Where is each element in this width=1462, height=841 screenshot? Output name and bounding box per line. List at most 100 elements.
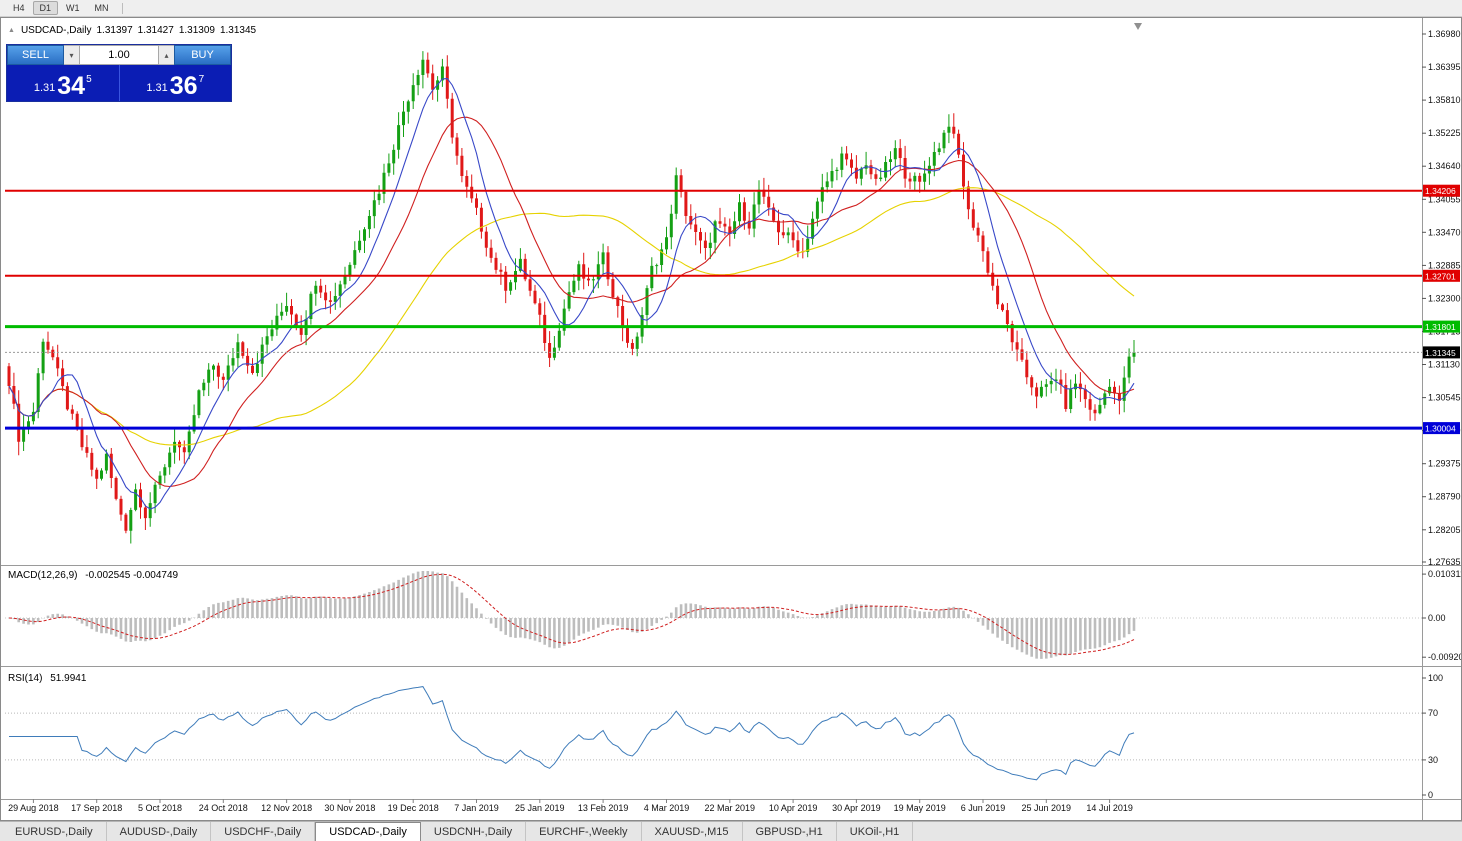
- date-label: 24 Oct 2018: [199, 803, 248, 813]
- price-tag: [1423, 422, 1460, 435]
- date-label: 22 Mar 2019: [705, 803, 756, 813]
- price-scale-label: 1.36395: [1428, 62, 1461, 72]
- sell-button[interactable]: SELL: [7, 45, 64, 65]
- price-scale-label: 1.29375: [1428, 459, 1461, 469]
- chart-tab-usdcnh[interactable]: USDCNH-,Daily: [420, 822, 527, 841]
- volume-increase-button[interactable]: ▴: [159, 45, 174, 65]
- buy-price-point: 7: [198, 74, 205, 85]
- rsi-scale-label: 0: [1428, 790, 1433, 800]
- price-scale-label: 1.35225: [1428, 128, 1461, 138]
- price-tag: [1423, 184, 1460, 197]
- candlesticks: [7, 51, 1136, 544]
- trade-controls-row: SELL ▾ ▴ BUY: [7, 45, 231, 65]
- date-label: 29 Aug 2018: [8, 803, 59, 813]
- chart-tab-gbpusd[interactable]: GBPUSD-,H1: [742, 822, 837, 841]
- macd-scale-label: 0.010311: [1428, 569, 1461, 579]
- price-chart-canvas[interactable]: 1.36980 1.36395 1.35810 1.35225 1.34640 1.340…: [1, 18, 1461, 820]
- panel-separators: [1, 18, 1461, 820]
- trade-prices-row: 1.31 34 5 1.31 36 7: [7, 65, 231, 101]
- toolbar-separator: [121, 2, 123, 14]
- macd-scale-label: 0.00: [1428, 613, 1446, 623]
- price-scale-label: 1.34055: [1428, 194, 1461, 204]
- price-tag: [1423, 346, 1460, 359]
- ma-line-8: [8, 78, 1135, 510]
- chart-tab-usdchf[interactable]: USDCHF-,Daily: [211, 822, 316, 841]
- date-label: 14 Jul 2019: [1086, 803, 1133, 813]
- chart-tab-bar: EURUSD-,Daily AUDUSD-,Daily USDCHF-,Daily U…: [0, 821, 1462, 841]
- macd-values: -0.002545 -0.004749: [85, 570, 179, 581]
- price-scale-label: 1.32885: [1428, 260, 1461, 270]
- price-scale-label: 1.31130: [1428, 360, 1460, 370]
- date-label: 4 Mar 2019: [644, 803, 690, 813]
- price-scale-label: 1.32300: [1428, 293, 1461, 303]
- volume-input[interactable]: [79, 45, 159, 65]
- macd-indicator: [5, 571, 1422, 659]
- chart-high-value: 1.31427: [137, 25, 174, 36]
- date-label: 25 Jan 2019: [515, 803, 565, 813]
- price-scale-label: 1.27635: [1428, 557, 1461, 567]
- timeframe-button-d1[interactable]: D1: [32, 1, 59, 15]
- moving-averages: [8, 78, 1135, 510]
- sell-price-pips: 34: [57, 71, 86, 100]
- macd-name: MACD(12,26,9): [8, 570, 78, 581]
- timeframe-button-w1[interactable]: W1: [66, 3, 80, 13]
- price-tag: [1423, 269, 1460, 282]
- chart-tab-xauusd[interactable]: XAUUSD-,M15: [641, 822, 743, 841]
- macd-histogram: [12, 571, 1136, 659]
- chart-close-value: 1.31345: [219, 25, 257, 36]
- price-scale-label: 1.28205: [1428, 525, 1461, 535]
- chart-tab-audusd[interactable]: AUDUSD-,Daily: [106, 822, 212, 841]
- date-label: 25 Jun 2019: [1022, 803, 1072, 813]
- date-label: 30 Apr 2019: [832, 803, 881, 813]
- date-label: 12 Nov 2018: [261, 803, 312, 813]
- rsi-scale-label: 100: [1428, 673, 1443, 683]
- rsi-scale-label: 70: [1428, 708, 1438, 718]
- date-label: 13 Feb 2019: [578, 803, 629, 813]
- date-label: 10 Apr 2019: [769, 803, 818, 813]
- price-scale-label: 1.36980: [1428, 29, 1461, 39]
- macd-signal-line: [8, 573, 1135, 655]
- date-label: 5 Oct 2018: [138, 803, 182, 813]
- ma-line-18: [8, 116, 1135, 488]
- price-tag-value: 1.34206: [1425, 186, 1456, 196]
- one-click-collapse-icon[interactable]: ▲: [8, 27, 15, 34]
- rsi-scale-label: 30: [1428, 755, 1438, 765]
- chart-tab-usdcad[interactable]: USDCAD-,Daily: [315, 822, 421, 841]
- rsi-indicator: [5, 686, 1422, 781]
- macd-scale-label: -0.009203: [1428, 652, 1461, 662]
- ma-line-50: [8, 187, 1135, 446]
- chart-tab-ukoil[interactable]: UKOil-,H1: [836, 822, 914, 841]
- price-tag: [1423, 320, 1460, 333]
- macd-label: MACD(12,26,9) -0.002545 -0.004749: [8, 570, 183, 581]
- one-click-trading-panel: SELL ▾ ▴ BUY 1.31 34 5 1.31 36 7: [6, 44, 232, 102]
- timeframe-buttons: H4 D1 W1 MN: [6, 1, 117, 15]
- chart-low-value: 1.31309: [178, 25, 215, 36]
- rsi-name: RSI(14): [8, 673, 43, 684]
- sell-price[interactable]: 1.31 34 5: [7, 65, 120, 101]
- timeframe-button-h4[interactable]: H4: [13, 3, 25, 13]
- price-scale[interactable]: 1.36980 1.36395 1.35810 1.35225 1.34640 1.340…: [1422, 29, 1461, 800]
- buy-price[interactable]: 1.31 36 7: [120, 65, 232, 101]
- buy-button[interactable]: BUY: [174, 45, 231, 65]
- date-label: 19 May 2019: [894, 803, 946, 813]
- rsi-label: RSI(14) 51.9941: [8, 673, 91, 684]
- price-scale-label: 1.30545: [1428, 393, 1461, 403]
- price-tag-value: 1.31345: [1425, 348, 1456, 358]
- buy-price-whole: 1.31: [146, 82, 168, 94]
- chart-shift-marker[interactable]: [1134, 23, 1142, 30]
- volume-decrease-button[interactable]: ▾: [64, 45, 79, 65]
- date-axis[interactable]: 29 Aug 2018 17 Sep 2018 5 Oct 2018 24 Oct 2…: [8, 799, 1133, 813]
- price-tag-value: 1.31801: [1425, 322, 1456, 332]
- timeframe-button-mn[interactable]: MN: [94, 3, 109, 13]
- chart-window: 1.36980 1.36395 1.35810 1.35225 1.34640 1.340…: [0, 17, 1462, 821]
- chart-symbol-label: USDCAD-,Daily: [20, 25, 92, 36]
- chart-tab-eurchf[interactable]: EURCHF-,Weekly: [526, 822, 642, 841]
- chart-title: ▲ USDCAD-,Daily 1.31397 1.31427 1.31309 …: [8, 25, 256, 36]
- rsi-line: [9, 686, 1135, 781]
- chart-tab-eurusd[interactable]: EURUSD-,Daily: [2, 822, 107, 841]
- sell-price-whole: 1.31: [33, 82, 56, 94]
- chart-open-value: 1.31397: [96, 25, 133, 36]
- date-label: 6 Jun 2019: [961, 803, 1006, 813]
- date-label: 7 Jan 2019: [454, 803, 499, 813]
- price-scale-label: 1.34640: [1428, 161, 1461, 171]
